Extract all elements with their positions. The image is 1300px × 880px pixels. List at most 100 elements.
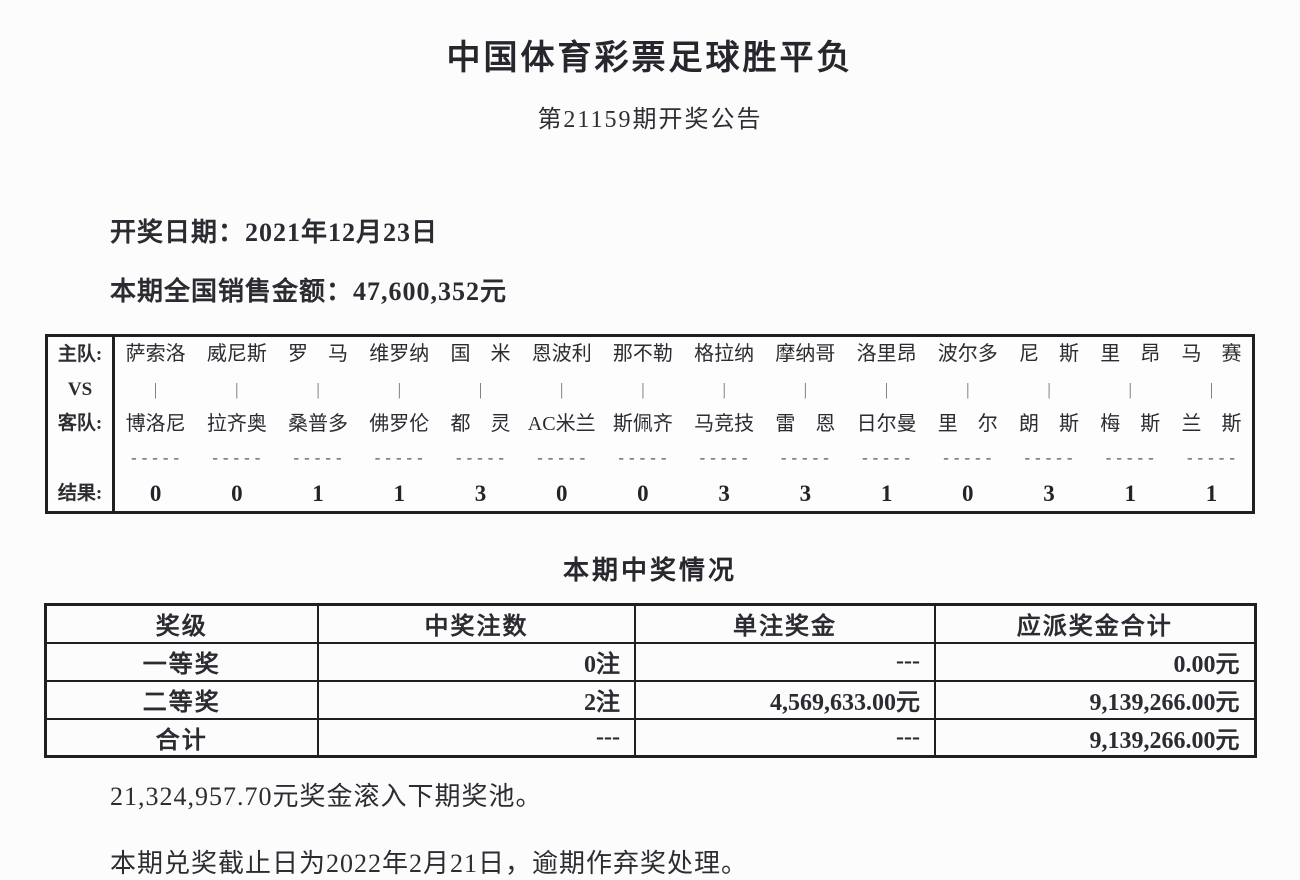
- away-team-name: 马竞技: [694, 412, 755, 435]
- prize-section-heading: 本期中奖情况: [562, 556, 737, 585]
- match-result-value: 3: [474, 481, 487, 507]
- match-result-value: 3: [1043, 481, 1055, 507]
- dash-row-label: [48, 441, 112, 476]
- vs-bar-icon: |: [1128, 379, 1132, 399]
- match-column: 摩纳哥 | 雷 恩 ----- 3: [765, 337, 846, 511]
- prize-header-row: 奖级 中奖注数 单注奖金 应派奖金合计: [44, 603, 1256, 644]
- match-column: 尼 斯 | 朗 斯 ----- 3: [1008, 337, 1089, 511]
- dashes-separator: -----: [1103, 449, 1157, 468]
- dashes-separator: -----: [616, 449, 670, 468]
- page-subtitle: 第21159期开奖公告: [537, 107, 763, 133]
- sales-amount-line: 本期全国销售金额：47,600,352元: [110, 277, 508, 306]
- prize-cell: 0注: [317, 641, 636, 682]
- match-column: 马 赛 | 兰 斯 ----- 1: [1171, 337, 1252, 511]
- home-team-name: 波尔多: [937, 343, 998, 366]
- home-team-name: 摩纳哥: [775, 343, 836, 366]
- dashes-separator: -----: [372, 449, 426, 468]
- prize-table: 奖级 中奖注数 单注奖金 应派奖金合计 一等奖 0注 --- 0.00元 二等奖 2注 4,569…: [43, 603, 1257, 758]
- prize-cell: 合计: [44, 717, 319, 758]
- row-label-column: 主队: VS 客队: 结果:: [48, 337, 115, 511]
- dashes-separator: -----: [860, 449, 914, 468]
- match-columns: 萨索洛 | 博洛尼 ----- 0 威尼斯 | 拉齐奥 ----- 0 罗 马 | 桑普多 ----- 1 维…: [115, 337, 1252, 511]
- match-result-value: 3: [718, 481, 730, 507]
- match-result-value: 0: [637, 481, 649, 507]
- match-column: 那不勒 | 斯佩齐 ----- 0: [602, 337, 683, 511]
- match-result-value: 0: [555, 481, 568, 507]
- home-team-name: 里 昂: [1100, 343, 1161, 366]
- vs-bar-icon: |: [803, 379, 808, 399]
- vs-bar-icon: |: [153, 379, 158, 399]
- home-row-label: 主队:: [57, 343, 103, 365]
- deadline-note: 本期兑奖截止日为2022年2月21日，逾期作弃奖处理。: [110, 849, 749, 878]
- prize-cell: 0.00元: [934, 641, 1256, 682]
- dashes-separator: -----: [1184, 449, 1238, 468]
- match-result-value: 1: [880, 481, 893, 507]
- vs-bar-icon: |: [560, 379, 564, 399]
- away-team-name: 桑普多: [288, 412, 349, 435]
- vs-bar-icon: |: [1047, 379, 1051, 399]
- home-team-name: 格拉纳: [694, 343, 755, 366]
- match-result-value: 1: [1124, 481, 1136, 507]
- vs-bar-icon: |: [1209, 379, 1214, 399]
- vs-bar-icon: |: [397, 379, 401, 399]
- home-team-name: 国 米: [450, 343, 511, 366]
- home-team-name: 那不勒: [612, 343, 673, 366]
- prize-cell: 9,139,266.00元: [934, 717, 1256, 758]
- match-column: 维罗纳 | 佛罗伦 ----- 1: [359, 337, 440, 511]
- match-column: 威尼斯 | 拉齐奥 ----- 0: [196, 337, 277, 511]
- away-team-name: 拉齐奥: [206, 412, 267, 435]
- away-team-name: 梅 斯: [1100, 412, 1161, 435]
- prize-cell: ---: [634, 717, 936, 758]
- match-result-value: 0: [149, 481, 162, 507]
- match-results-table: 主队: VS 客队: 结果: 萨索洛 | 博洛尼 ----- 0 威尼斯 | 拉齐奥 -----…: [45, 334, 1255, 514]
- away-team-name: 日尔曼: [856, 412, 917, 435]
- match-result-value: 0: [231, 481, 243, 507]
- home-team-name: 洛里昂: [856, 343, 917, 366]
- vs-row-label: VS: [67, 378, 93, 400]
- vs-bar-icon: |: [478, 379, 483, 399]
- dashes-separator: -----: [941, 449, 995, 468]
- prize-cell: 二等奖: [44, 679, 319, 720]
- prize-cell: 4,569,633.00元: [634, 679, 936, 720]
- away-team-name: 博洛尼: [125, 412, 186, 435]
- match-result-value: 1: [312, 481, 324, 507]
- vs-bar-icon: |: [966, 379, 970, 399]
- away-team-name: AC米兰: [527, 412, 596, 435]
- prize-cell: 2注: [317, 679, 636, 720]
- match-column: 格拉纳 | 马竞技 ----- 3: [684, 337, 765, 511]
- result-row-label: 结果:: [57, 483, 103, 505]
- away-team-name: 朗 斯: [1019, 412, 1080, 435]
- vs-bar-icon: |: [235, 379, 239, 399]
- match-column: 国 米 | 都 灵 ----- 3: [440, 337, 521, 511]
- away-team-name: 都 灵: [450, 412, 511, 435]
- away-team-name: 雷 恩: [775, 412, 836, 435]
- prize-cell: 9,139,266.00元: [934, 679, 1256, 720]
- prize-row: 二等奖 2注 4,569,633.00元 9,139,266.00元: [44, 679, 1256, 720]
- match-column: 罗 马 | 桑普多 ----- 1: [277, 337, 358, 511]
- home-team-name: 维罗纳: [369, 343, 430, 366]
- dashes-separator: -----: [535, 449, 589, 468]
- prize-row: 一等奖 0注 --- 0.00元: [44, 641, 1256, 682]
- away-team-name: 兰 斯: [1181, 412, 1242, 435]
- match-column: 波尔多 | 里 尔 ----- 0: [927, 337, 1008, 511]
- dashes-separator: -----: [778, 449, 832, 468]
- match-column: 洛里昂 | 日尔曼 ----- 1: [846, 337, 927, 511]
- away-team-name: 里 尔: [937, 412, 998, 435]
- match-result-value: 0: [962, 481, 974, 507]
- home-team-name: 罗 马: [288, 343, 349, 366]
- dashes-separator: -----: [291, 449, 345, 468]
- draw-date-line: 开奖日期：2021年12月23日: [110, 218, 439, 247]
- rollover-note: 21,324,957.70元奖金滚入下期奖池。: [110, 782, 543, 811]
- prize-column-header: 奖级: [44, 603, 319, 644]
- vs-bar-icon: |: [641, 379, 645, 399]
- dashes-separator: -----: [1022, 449, 1076, 468]
- vs-bar-icon: |: [884, 379, 889, 399]
- vs-bar-icon: |: [316, 379, 320, 399]
- home-team-name: 威尼斯: [206, 343, 267, 366]
- match-result-value: 3: [799, 481, 812, 507]
- prize-column-header: 中奖注数: [317, 603, 636, 644]
- dashes-separator: -----: [453, 449, 507, 468]
- page-title: 中国体育彩票足球胜平负: [446, 40, 854, 77]
- match-result-value: 1: [1205, 481, 1218, 507]
